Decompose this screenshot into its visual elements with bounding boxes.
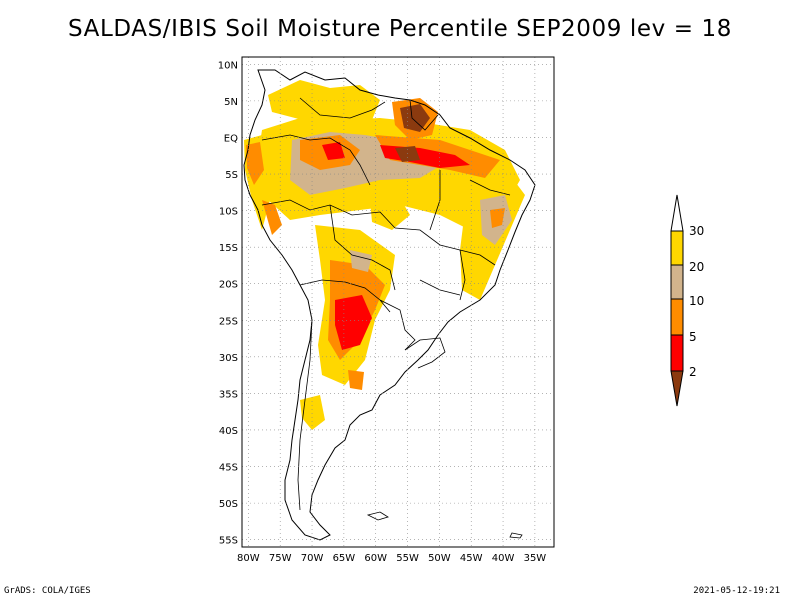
map-frame <box>241 56 555 548</box>
lon-tick-label: 55W <box>396 553 419 564</box>
colorbar-label-2: 2 <box>689 365 697 379</box>
shade-patagonia-yellow <box>300 395 325 430</box>
lat-tick-label: 25S <box>219 316 238 327</box>
shade-east-orange <box>490 208 505 228</box>
shade-south-red <box>335 295 372 350</box>
colorbar-swatch-20-30 <box>670 230 684 266</box>
colorbar-label-30: 30 <box>689 224 704 238</box>
border-brazil-states-3 <box>459 249 466 301</box>
lat-tick-label: 10S <box>219 207 238 218</box>
border-chile-argentina <box>297 319 313 511</box>
colorbar: 30 20 10 5 2 <box>670 194 704 407</box>
colorbar-label-20: 20 <box>689 260 704 274</box>
colorbar-swatch-5-10 <box>670 298 684 336</box>
lon-tick-label: 50W <box>428 553 451 564</box>
shade-pampas-orange <box>348 370 364 390</box>
latitude-labels: 10N 5N EQ 5S 10S 15S 20S 25S 30S 35S 40S 45S 50S 55S <box>218 60 238 546</box>
colorbar-swatch-10-20 <box>670 264 684 300</box>
shade-amazon-red-west <box>322 142 345 160</box>
lat-tick-label: 5N <box>224 97 238 108</box>
border-chile-argentina-north <box>299 279 391 313</box>
border-brazil-states-2 <box>429 170 441 231</box>
lon-tick-label: 60W <box>364 553 387 564</box>
lat-tick-label: 5S <box>225 170 238 181</box>
island-outline <box>509 532 523 539</box>
map-gridlines <box>242 57 554 547</box>
lat-tick-label: 15S <box>219 243 238 254</box>
lat-tick-label: 45S <box>219 463 238 474</box>
colorbar-swatch-2-5 <box>670 334 684 372</box>
border-paraguay <box>379 299 416 351</box>
country-borders <box>261 97 511 511</box>
shade-north-yellow <box>268 80 380 128</box>
border-brazil-states-5 <box>419 279 461 296</box>
footer-credit: GrADS: COLA/IGES <box>4 586 91 596</box>
shade-peru-orange <box>262 200 282 235</box>
lon-tick-label: 70W <box>301 553 324 564</box>
lon-tick-label: 35W <box>524 553 547 564</box>
border-guianas <box>409 99 439 131</box>
lat-tick-label: 50S <box>219 499 238 510</box>
lat-tick-label: 20S <box>219 280 238 291</box>
chart-title: SALDAS/IBIS Soil Moisture Percentile SEP… <box>67 16 733 42</box>
colorbar-cap-bottom <box>670 370 684 407</box>
lon-tick-label: 75W <box>269 553 292 564</box>
colorbar-cap-top <box>670 194 684 232</box>
footer-timestamp: 2021-05-12-19:21 <box>693 586 780 596</box>
lon-tick-label: 80W <box>237 553 260 564</box>
border-north-segment <box>261 134 371 186</box>
lon-tick-label: 45W <box>460 553 483 564</box>
lat-tick-label: 55S <box>219 536 238 547</box>
colorbar-label-5: 5 <box>689 330 697 344</box>
lat-tick-label: 35S <box>219 389 238 400</box>
border-brazil-states-1 <box>394 227 496 266</box>
border-bolivia <box>329 204 396 291</box>
lat-tick-label: 10N <box>218 60 238 71</box>
shade-central-yellow <box>370 198 410 230</box>
longitude-labels: 80W 75W 70W 65W 60W 55W 50W 45W 40W 35W <box>237 553 546 564</box>
lon-tick-label: 65W <box>333 553 356 564</box>
border-uruguay <box>404 337 446 369</box>
lat-tick-label: 40S <box>219 426 238 437</box>
border-venezuela <box>299 97 386 119</box>
continent-outline <box>243 69 536 541</box>
colorbar-label-10: 10 <box>689 294 704 308</box>
percentile-shading <box>244 80 525 430</box>
lat-tick-label: EQ <box>224 133 238 144</box>
lat-tick-label: 30S <box>219 353 238 364</box>
lon-tick-label: 40W <box>492 553 515 564</box>
